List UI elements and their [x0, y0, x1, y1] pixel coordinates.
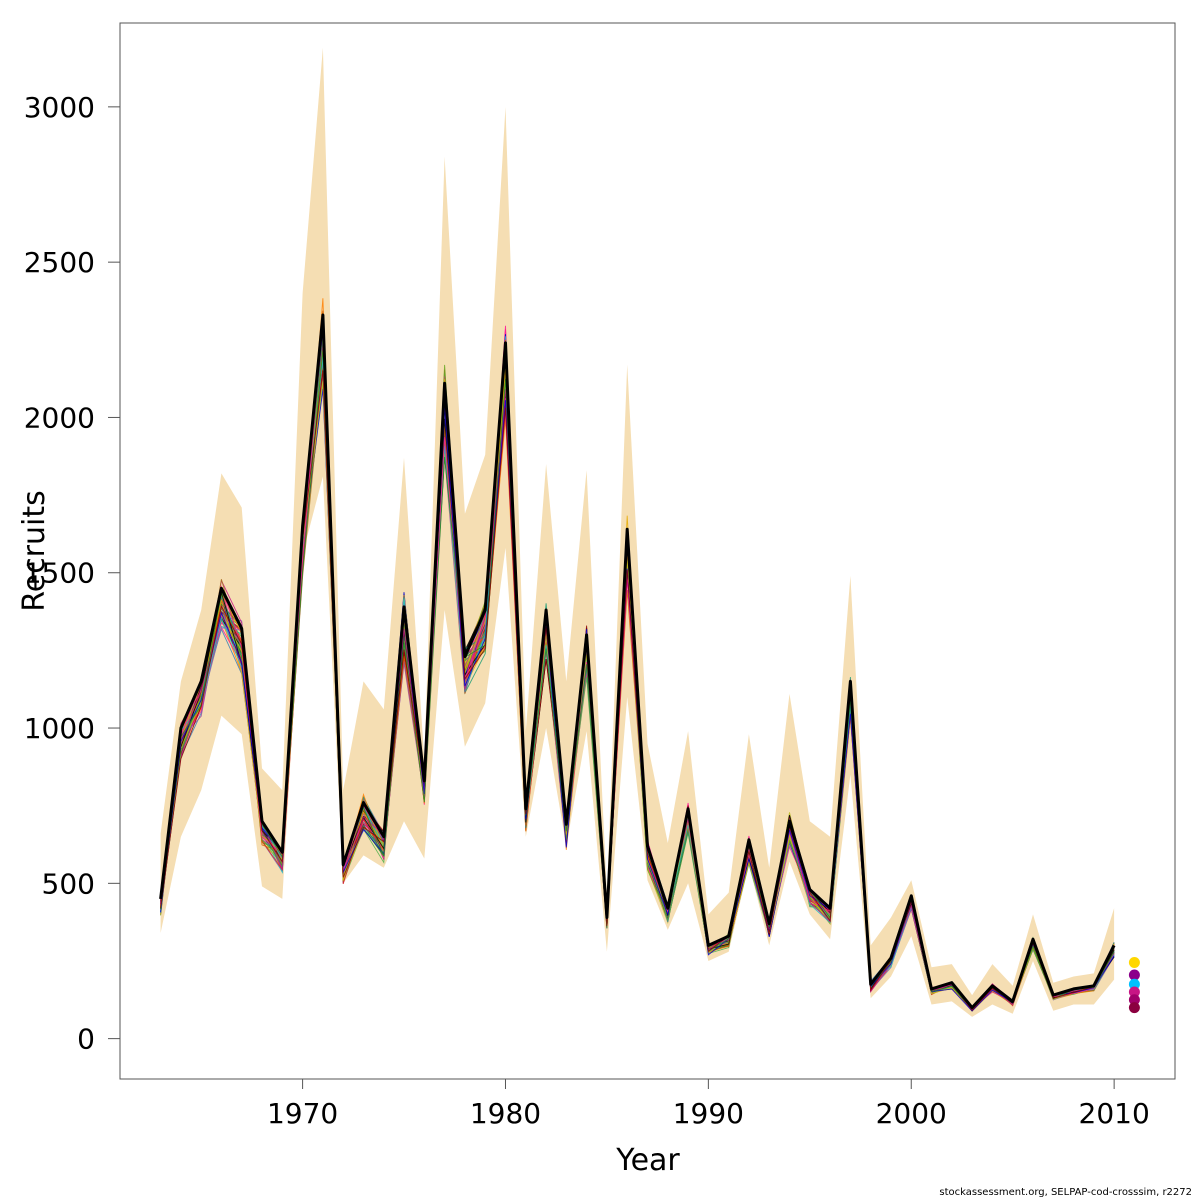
terminal-point — [1128, 994, 1140, 1006]
x-tick-label: 1980 — [470, 1097, 541, 1130]
x-tick-label: 1990 — [673, 1097, 744, 1130]
terminal-point — [1128, 978, 1140, 990]
plot-frame — [119, 22, 1176, 1080]
x-tick-label: 2010 — [1079, 1097, 1150, 1130]
y-tick-label: 500 — [42, 867, 95, 900]
credit-text: stockassessment.org, SELPAP-cod-crosssim… — [939, 1187, 1192, 1198]
uncertainty-band — [160, 47, 1115, 1017]
series-lines-layer — [159, 313, 1116, 1010]
y-axis: 0 500 1000 1500 2000 2500 3000 — [24, 91, 120, 1056]
terminal-point — [1128, 969, 1140, 981]
y-tick-label: 2500 — [24, 246, 95, 279]
y-tick-label: 2000 — [24, 401, 95, 434]
terminal-point — [1128, 986, 1140, 998]
y-tick-label: 1000 — [24, 712, 95, 745]
terminal-point — [1128, 957, 1140, 968]
x-axis: 1970 1980 1990 2000 2010 — [267, 1079, 1150, 1130]
uncertainty-band-layer — [160, 47, 1115, 1017]
y-tick-label: 0 — [77, 1023, 95, 1056]
x-tick-label: 1970 — [267, 1097, 338, 1130]
x-tick-label: 2000 — [876, 1097, 947, 1130]
terminal-points-layer — [1128, 957, 1140, 1014]
x-axis-title: Year — [615, 1143, 680, 1178]
y-tick-label: 3000 — [24, 91, 95, 124]
terminal-point — [1128, 1002, 1140, 1014]
y-axis-title: Recruits — [17, 490, 52, 612]
y-tick-label: 1500 — [24, 557, 95, 590]
main-series-line — [159, 313, 1116, 1010]
